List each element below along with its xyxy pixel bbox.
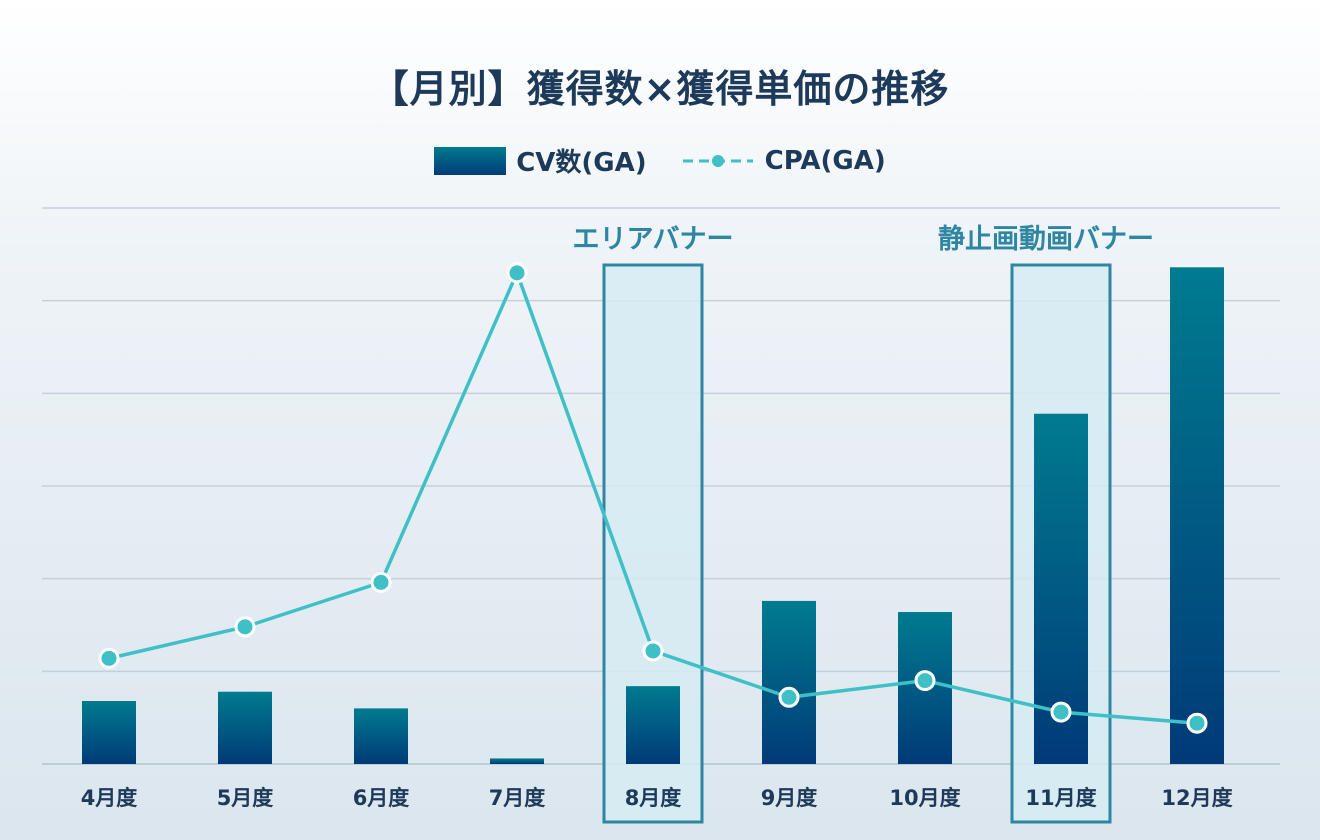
legend-item-cv: CV数(GA)	[434, 142, 647, 179]
legend-label-cv: CV数(GA)	[516, 148, 647, 178]
point-cpa	[778, 686, 800, 708]
x-tick-label: 10月度	[889, 786, 960, 810]
highlight-region-frame	[602, 263, 704, 824]
point-cpa	[1186, 712, 1208, 734]
x-tick-label: 8月度	[625, 786, 682, 810]
highlight-region-frame	[1010, 263, 1112, 824]
point-cpa	[506, 262, 528, 284]
x-tick-label: 12月度	[1161, 786, 1232, 810]
highlight-label: 静止画動画バナー	[938, 224, 1154, 255]
x-tick-label: 5月度	[217, 786, 274, 810]
point-cpa	[370, 571, 392, 593]
bar-cv	[1170, 267, 1224, 764]
x-tick-label: 7月度	[489, 786, 546, 810]
legend-bar-swatch	[434, 146, 507, 175]
bar-cv	[82, 700, 136, 764]
x-tick-label: 11月度	[1025, 786, 1096, 810]
point-cpa	[914, 670, 936, 692]
bar-cv	[762, 600, 816, 764]
point-cpa	[98, 647, 120, 669]
bar-cv	[490, 758, 544, 764]
bar-cv	[354, 708, 408, 764]
bar-cv	[218, 691, 272, 764]
legend-line-swatch	[682, 154, 753, 167]
bar-cv	[626, 686, 680, 764]
point-cpa	[1050, 701, 1072, 723]
legend-label-cpa: CPA(GA)	[764, 145, 886, 176]
point-cpa	[642, 640, 664, 662]
legend: CV数(GA) CPA(GA)	[0, 142, 1320, 179]
x-tick-label: 6月度	[353, 786, 410, 810]
highlight-label: エリアバナー	[573, 224, 734, 255]
point-cpa	[234, 616, 256, 638]
x-tick-label: 4月度	[81, 786, 138, 810]
x-tick-label: 9月度	[761, 786, 818, 810]
legend-item-cpa: CPA(GA)	[681, 146, 886, 176]
chart-title: 【月別】獲得数×獲得単価の推移	[370, 67, 950, 111]
